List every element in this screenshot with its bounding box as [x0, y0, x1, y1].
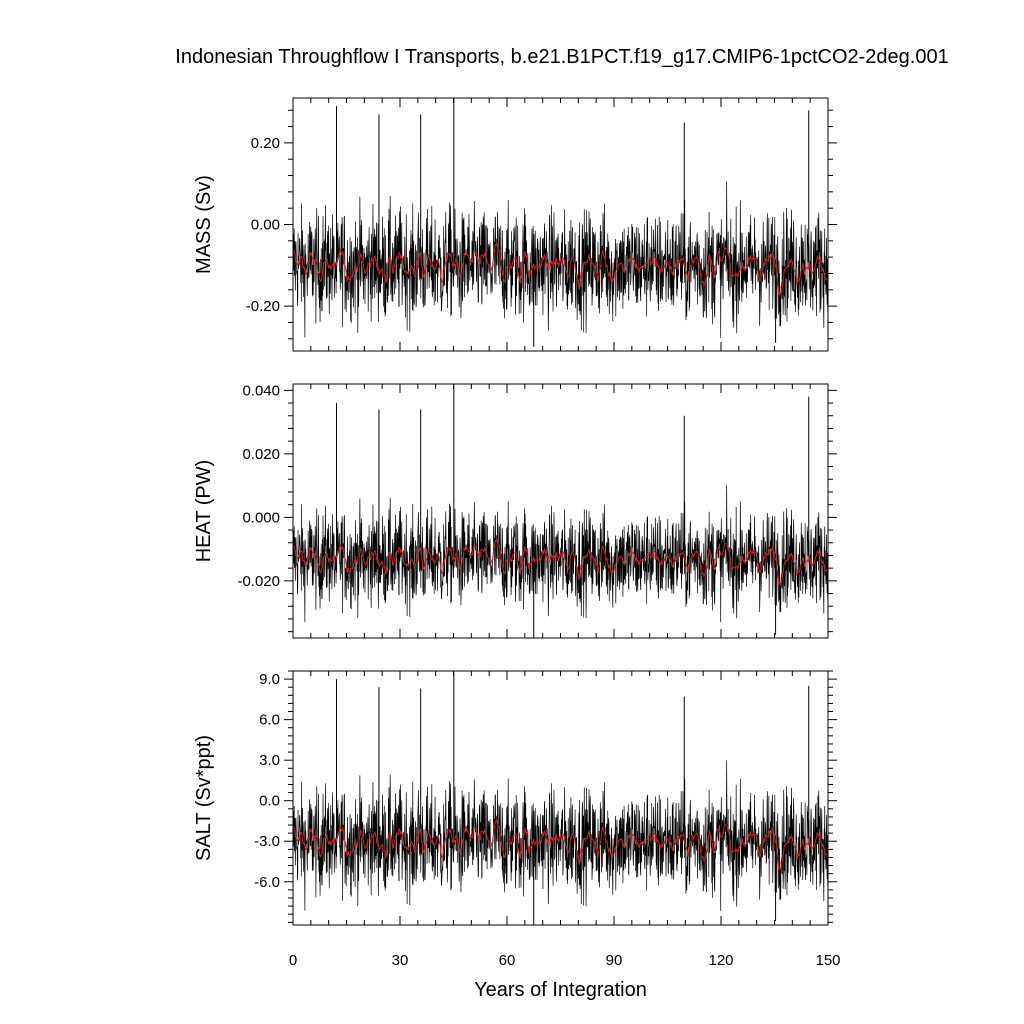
series-smoothed-line: [292, 242, 828, 297]
x-tick-label: 60: [499, 952, 516, 969]
x-tick-label: 90: [606, 952, 623, 969]
y-tick-label: 0.040: [242, 382, 280, 399]
y-axis-label: HEAT (PW): [193, 460, 215, 563]
series-monthly-line: [292, 181, 829, 338]
x-tick-label: 150: [815, 952, 840, 969]
y-tick-label: -3.0: [254, 833, 280, 850]
panel-heat: -0.020 0.000 0.020 0.040 HEAT (PW): [193, 382, 837, 639]
y-tick-label: 0.00: [251, 217, 280, 234]
series-monthly-line: [292, 760, 829, 911]
y-tick-label: 0.0: [259, 793, 280, 810]
y-tick-label: 6.0: [259, 712, 280, 729]
x-tick-label: 0: [289, 952, 297, 969]
chart-title: Indonesian Throughflow I Transports, b.e…: [175, 46, 949, 68]
x-axis-label: Years of Integration: [474, 979, 647, 1001]
y-tick-label: 0.000: [242, 509, 280, 526]
y-tick-label: -0.20: [246, 298, 280, 315]
y-tick-label: 0.020: [242, 446, 280, 463]
series-smoothed-line: [292, 538, 828, 586]
x-tick-label: 30: [392, 952, 409, 969]
y-tick-label: 9.0: [259, 671, 280, 688]
panel-salt: -6.0 -3.0 0.0 3.0 6.0 9.0 SALT (Sv*ppt) 0 30 60 90…: [193, 670, 841, 1001]
y-tick-label: -6.0: [254, 874, 280, 891]
series-smoothed-line: [292, 818, 828, 871]
x-tick-label: 120: [708, 952, 733, 969]
panel-mass: -0.20 0.00 0.20 MASS (Sv): [193, 97, 837, 352]
y-tick-label: 0.20: [251, 135, 280, 152]
y-tick-label: 3.0: [259, 752, 280, 769]
y-axis-label: SALT (Sv*ppt): [193, 735, 215, 861]
y-tick-label: -0.020: [237, 573, 280, 590]
series-monthly-line: [292, 484, 829, 623]
y-axis-label: MASS (Sv): [193, 175, 215, 274]
